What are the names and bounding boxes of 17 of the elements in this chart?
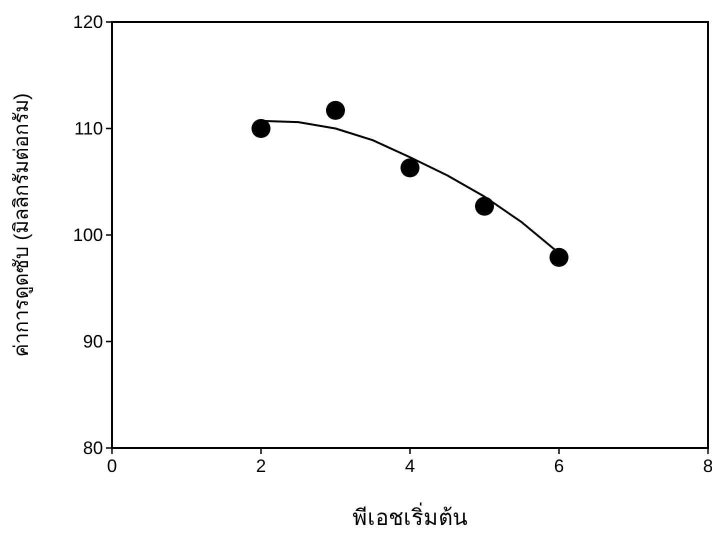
y-axis-title: ค่าการดูดซับ (มิลลิกรัมต่อกรัม)	[11, 93, 34, 357]
y-tick-label: 110	[74, 118, 103, 138]
y-tick-label: 80	[82, 438, 103, 458]
point	[475, 196, 494, 216]
point	[252, 119, 270, 138]
x-tick-label: 2	[256, 456, 266, 476]
x-tick-label: 0	[106, 456, 118, 476]
point	[550, 248, 568, 267]
x-tick-label: 6	[554, 456, 564, 476]
x-axis-title: พีเอชเริ่มต้น	[352, 502, 468, 530]
y-tick-label: 90	[82, 332, 103, 352]
x-tick-label: 4	[404, 456, 416, 476]
y-tick-label: 100	[72, 225, 103, 245]
y-tick-label: 120	[72, 12, 103, 32]
point	[326, 100, 345, 120]
point	[400, 158, 420, 178]
x-tick-label: 8	[702, 456, 712, 476]
